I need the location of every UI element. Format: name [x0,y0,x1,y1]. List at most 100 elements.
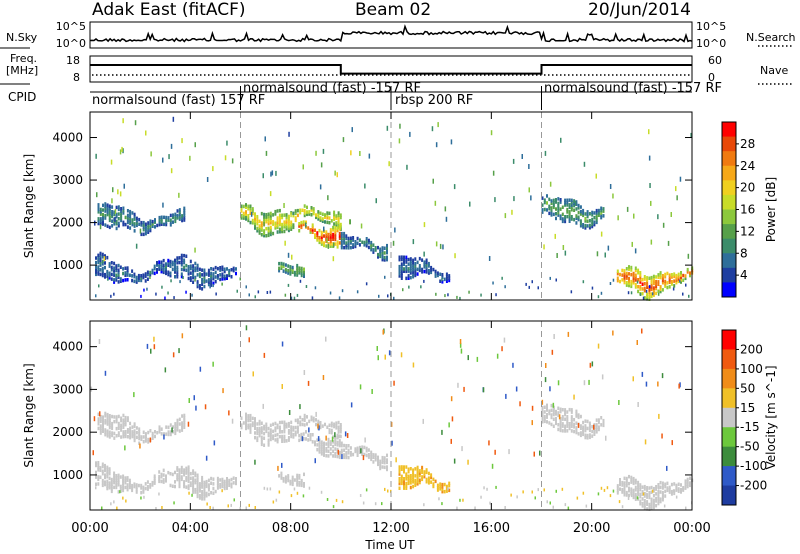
power-cell [298,268,301,273]
power-cell [317,212,320,216]
power-cell [167,218,170,222]
velocity-cell [575,421,578,425]
power-cell [158,215,161,220]
power-cell [302,164,304,170]
power-cell [386,255,388,260]
power-cell [137,276,140,280]
power-cell [169,273,172,278]
power-cell [99,224,102,230]
power-cell [368,153,371,159]
velocity-cell [129,428,132,433]
velocity-cell [639,492,642,497]
power-cell [340,234,343,238]
velocity-cell [189,481,192,485]
power-cell [183,215,186,220]
velocity-cell [546,405,548,410]
power-cell [347,246,350,250]
velocity-cell [568,426,571,431]
power-cell [407,257,410,262]
power-cell [552,198,555,203]
velocity-cell [381,455,384,460]
velocity-cell [291,482,294,487]
power-cell [573,217,576,222]
velocity-cell [632,493,635,497]
velocity-cell [269,437,272,442]
velocity-cell [263,443,266,447]
velocity-cell [577,413,580,417]
power-cell [643,296,646,300]
velocity-cell [379,466,382,471]
velocity-cell [135,487,138,492]
velocity-cell [135,483,138,487]
velocity-cell [129,431,132,435]
velocity-cell [117,433,120,438]
power-cell [383,251,386,255]
velocity-cell [205,494,208,498]
power-cell [174,260,176,265]
power-cell [600,211,603,215]
velocity-cell [252,371,254,377]
power-cell [528,187,530,193]
power-cell [106,205,109,210]
power-cell [609,282,612,285]
velocity-cell [260,428,263,432]
power-cell [600,213,603,218]
velocity-cell [326,498,329,501]
velocity-cbar-swatch [722,368,736,389]
velocity-cell [595,425,598,429]
velocity-cell [595,423,598,427]
velocity-cell [552,410,555,414]
velocity-cell [367,455,370,459]
power-cell [95,294,97,298]
velocity-cell [178,348,180,354]
velocity-cell [108,435,111,439]
power-cell [247,216,250,220]
velocity-cell [300,478,303,483]
velocity-cell [686,484,689,489]
velocity-cell [303,472,305,477]
velocity-cell [597,420,600,425]
power-cell [339,215,342,220]
power-cell [561,217,564,221]
velocity-cell [405,477,408,481]
power-cell [309,230,312,234]
velocity-cell [577,415,580,420]
velocity-cell [324,422,326,427]
velocity-cell [106,486,109,491]
power-cell [97,258,100,262]
power-cell [212,166,214,172]
power-cell [441,280,444,284]
velocity-cell [232,476,235,480]
power-cell [189,276,192,280]
velocity-cell [549,386,551,392]
power-cell [265,215,268,219]
velocity-cell [618,400,620,405]
power-cell [292,213,295,218]
power-cell [588,219,591,223]
velocity-cell [445,487,448,491]
velocity-cell [657,490,660,494]
velocity-cell [427,481,430,485]
velocity-cell [349,453,352,457]
velocity-cell [205,482,208,486]
velocity-cell [247,416,250,420]
velocity-cell [153,336,155,342]
velocity-cell [113,436,116,440]
velocity-cell [95,470,97,475]
velocity-cell [325,447,328,451]
power-cell [544,150,547,156]
velocity-cell [505,393,507,399]
velocity-cell [616,488,619,493]
power-cell [207,268,210,273]
power-cell [630,279,633,284]
power-cell [586,214,589,219]
power-cell [334,233,337,237]
power-cell [129,212,132,216]
power-cell [386,246,388,250]
velocity-cell [675,486,678,490]
power-cell [263,229,266,233]
velocity-cell [292,435,295,439]
velocity-cell [315,418,317,422]
velocity-cell [108,467,111,471]
velocity-cell [183,470,186,475]
